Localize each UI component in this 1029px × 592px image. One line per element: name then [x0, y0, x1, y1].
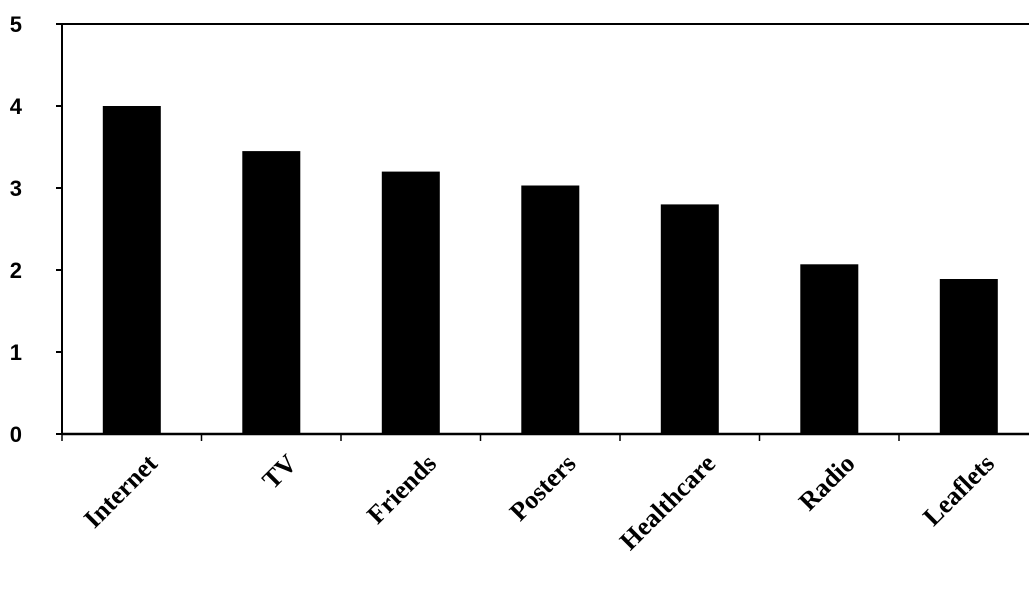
bar-healthcare — [660, 204, 719, 434]
x-ticks-group: Internet TV Friends Posters Healthcare Radio L… — [61, 434, 1000, 556]
bar-radio — [800, 264, 859, 434]
bar-tv — [242, 151, 301, 434]
bar-internet — [102, 106, 161, 434]
bar-friends — [381, 171, 440, 434]
x-tick-label-radio: Radio — [793, 449, 861, 517]
x-tick-label-leaflets: Leaflets — [917, 449, 1000, 532]
bar-posters — [521, 185, 580, 434]
axes-group — [61, 23, 1029, 436]
x-tick-label-posters: Posters — [504, 449, 582, 527]
x-tick-label-friends: Friends — [361, 449, 442, 530]
y-tick-label: 3 — [10, 176, 22, 201]
y-ticks-group: 0 1 2 3 4 5 — [10, 12, 62, 447]
bar-leaflets — [939, 279, 998, 434]
y-tick-label: 2 — [10, 258, 22, 283]
y-tick-label: 4 — [10, 94, 23, 119]
x-tick-label-tv: TV — [256, 449, 302, 495]
bars-group — [102, 106, 998, 434]
y-tick-label: 1 — [10, 340, 22, 365]
y-tick-label: 0 — [10, 422, 22, 447]
x-tick-label-healthcare: Healthcare — [614, 449, 721, 556]
x-tick-label-internet: Internet — [78, 449, 163, 534]
y-tick-label: 5 — [10, 12, 22, 37]
